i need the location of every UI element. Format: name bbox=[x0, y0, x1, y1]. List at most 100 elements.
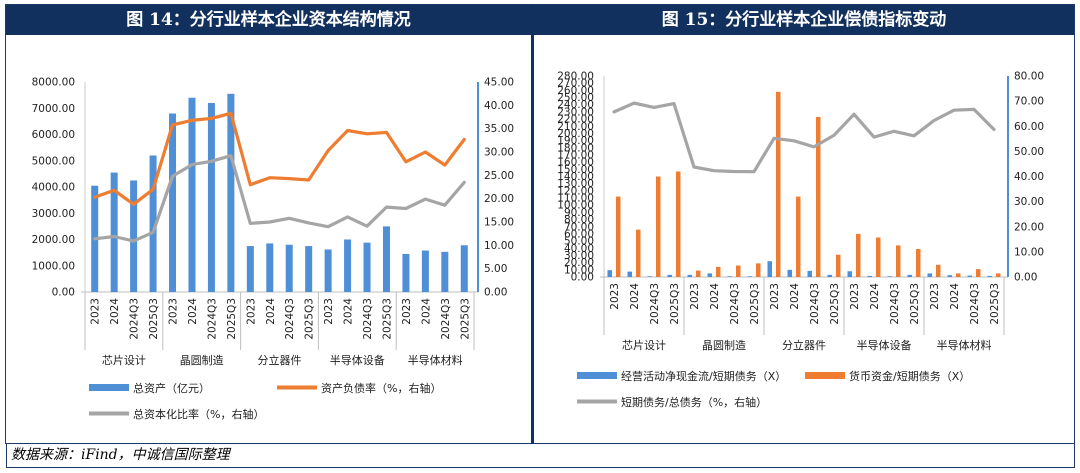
bar-secondary bbox=[696, 270, 701, 277]
bar-primary bbox=[266, 243, 274, 292]
bar-primary bbox=[421, 250, 429, 292]
bar-primary bbox=[667, 274, 672, 277]
bar-secondary bbox=[656, 176, 661, 277]
y-tick-label: 70.00 bbox=[564, 221, 594, 233]
y-tick-label: 5000.00 bbox=[32, 155, 75, 167]
group-label: 半导体设备 bbox=[857, 338, 912, 352]
bar-primary bbox=[987, 275, 992, 277]
bar-secondary bbox=[776, 91, 781, 277]
y-tick-label: 220.00 bbox=[557, 114, 594, 126]
x-tick-label: 2024 bbox=[187, 298, 199, 325]
y-tick-label: 40.00 bbox=[564, 243, 594, 255]
bar-secondary bbox=[976, 269, 981, 277]
y2-tick-label: 70.00 bbox=[1014, 96, 1044, 108]
y-tick-label: 110.00 bbox=[557, 193, 594, 205]
x-tick-label: 2024 bbox=[420, 298, 432, 325]
y-tick-label: 240.00 bbox=[557, 99, 594, 111]
x-tick-label: 2023 bbox=[769, 283, 781, 310]
y-tick-label: 200.00 bbox=[557, 128, 594, 140]
legend-swatch bbox=[577, 372, 617, 379]
x-tick-label: 2024Q3 bbox=[206, 298, 218, 340]
bar-primary bbox=[947, 275, 952, 277]
bar-primary bbox=[767, 261, 772, 277]
bar-primary bbox=[110, 172, 118, 292]
y-tick-label: 4000.00 bbox=[32, 182, 75, 194]
bar-secondary bbox=[756, 263, 761, 277]
y-tick-label: 150.00 bbox=[557, 164, 594, 176]
bar-primary bbox=[847, 271, 852, 277]
group-label: 半导体材料 bbox=[937, 338, 992, 352]
bar-primary bbox=[227, 93, 235, 292]
bar-primary bbox=[727, 276, 732, 277]
x-tick-label: 2025Q3 bbox=[381, 298, 393, 340]
y-tick-label: 170.00 bbox=[557, 149, 594, 161]
bar-primary bbox=[627, 271, 632, 277]
chart-title-right: 图 15：分行业样本企业偿债指标变动 bbox=[534, 5, 1074, 35]
y2-tick-label: 25.00 bbox=[484, 170, 514, 182]
x-tick-label: 2025Q3 bbox=[459, 298, 471, 340]
y2-tick-label: 15.00 bbox=[484, 217, 514, 229]
y-tick-label: 6000.00 bbox=[32, 129, 75, 141]
bar-secondary bbox=[916, 249, 921, 277]
legend-label: 资产负债率（%，右轴） bbox=[321, 381, 441, 395]
legend-label: 经营活动净现金流/短期债务（X） bbox=[621, 369, 786, 383]
y-tick-label: 8000.00 bbox=[32, 77, 75, 89]
y2-tick-label: 40.00 bbox=[484, 100, 514, 112]
legend-label: 总资本化比率（%，右轴） bbox=[133, 407, 264, 421]
y-tick-label: 50.00 bbox=[564, 236, 594, 248]
chart-title-left: 图 14：分行业样本企业资本结构情况 bbox=[6, 5, 531, 35]
bar-primary bbox=[927, 273, 932, 277]
bar-secondary bbox=[816, 116, 821, 278]
bar-secondary bbox=[936, 264, 941, 277]
bar-primary bbox=[305, 246, 313, 292]
x-tick-label: 2023 bbox=[168, 298, 180, 325]
y2-tick-label: 30.00 bbox=[1014, 196, 1044, 208]
left-chart-panel: 0.00 1000.00 2000.00 3000.00 4000.00 5000.00 6… bbox=[7, 40, 529, 440]
bar-secondary bbox=[836, 254, 841, 277]
x-tick-label: 2025Q3 bbox=[148, 298, 160, 340]
legend-label: 货币资金/短期债务（X） bbox=[849, 369, 970, 383]
bar-primary bbox=[460, 245, 468, 292]
bar-primary bbox=[207, 103, 215, 292]
x-tick-label: 2024Q3 bbox=[809, 283, 821, 325]
group-label: 半导体设备 bbox=[330, 353, 385, 367]
group-label: 晶圆制造 bbox=[702, 338, 746, 352]
x-tick-label: 2025Q3 bbox=[989, 283, 1001, 325]
x-tick-label: 2025Q3 bbox=[749, 283, 761, 325]
bar-primary bbox=[687, 274, 692, 277]
x-tick-label: 2023 bbox=[323, 298, 335, 325]
bar-primary bbox=[907, 274, 912, 277]
x-tick-label: 2023 bbox=[90, 298, 102, 325]
x-tick-label: 2025Q3 bbox=[669, 283, 681, 325]
x-tick-label: 2024Q3 bbox=[129, 298, 141, 340]
series-line-1 bbox=[93, 111, 466, 206]
y-tick-label: 280.00 bbox=[557, 71, 594, 83]
y2-tick-label: 5.00 bbox=[484, 263, 507, 275]
x-tick-label: 2024Q3 bbox=[729, 283, 741, 325]
x-tick-label: 2024Q3 bbox=[649, 283, 661, 325]
bar-primary bbox=[169, 113, 177, 292]
x-tick-label: 2024Q3 bbox=[362, 298, 374, 340]
x-tick-label: 2025Q3 bbox=[829, 283, 841, 325]
bar-secondary bbox=[716, 266, 721, 277]
x-tick-label: 2025Q3 bbox=[226, 298, 238, 340]
bar-secondary bbox=[856, 233, 861, 277]
x-tick-label: 2024 bbox=[343, 298, 355, 325]
bar-primary bbox=[130, 180, 138, 292]
bar-secondary bbox=[896, 245, 901, 277]
x-tick-label: 2024Q3 bbox=[889, 283, 901, 325]
bar-primary bbox=[967, 275, 972, 277]
legend-label: 短期债务/总债务（%，右轴） bbox=[621, 395, 767, 409]
x-tick-label: 2024 bbox=[265, 298, 277, 325]
right-chart-svg: 0.0010.0020.0030.0040.0050.0060.0070.008… bbox=[557, 71, 1044, 410]
x-tick-label: 2023 bbox=[245, 298, 257, 325]
y-tick-label: 180.00 bbox=[557, 142, 594, 154]
x-tick-label: 2024 bbox=[629, 283, 641, 310]
bar-primary bbox=[363, 242, 371, 292]
y2-tick-label: 40.00 bbox=[1014, 171, 1044, 183]
y-tick-label: 100.00 bbox=[557, 200, 594, 212]
bar-primary bbox=[382, 226, 390, 292]
y2-tick-label: 10.00 bbox=[1014, 246, 1044, 258]
y2-tick-label: 35.00 bbox=[484, 123, 514, 135]
y2-tick-label: 10.00 bbox=[484, 240, 514, 252]
